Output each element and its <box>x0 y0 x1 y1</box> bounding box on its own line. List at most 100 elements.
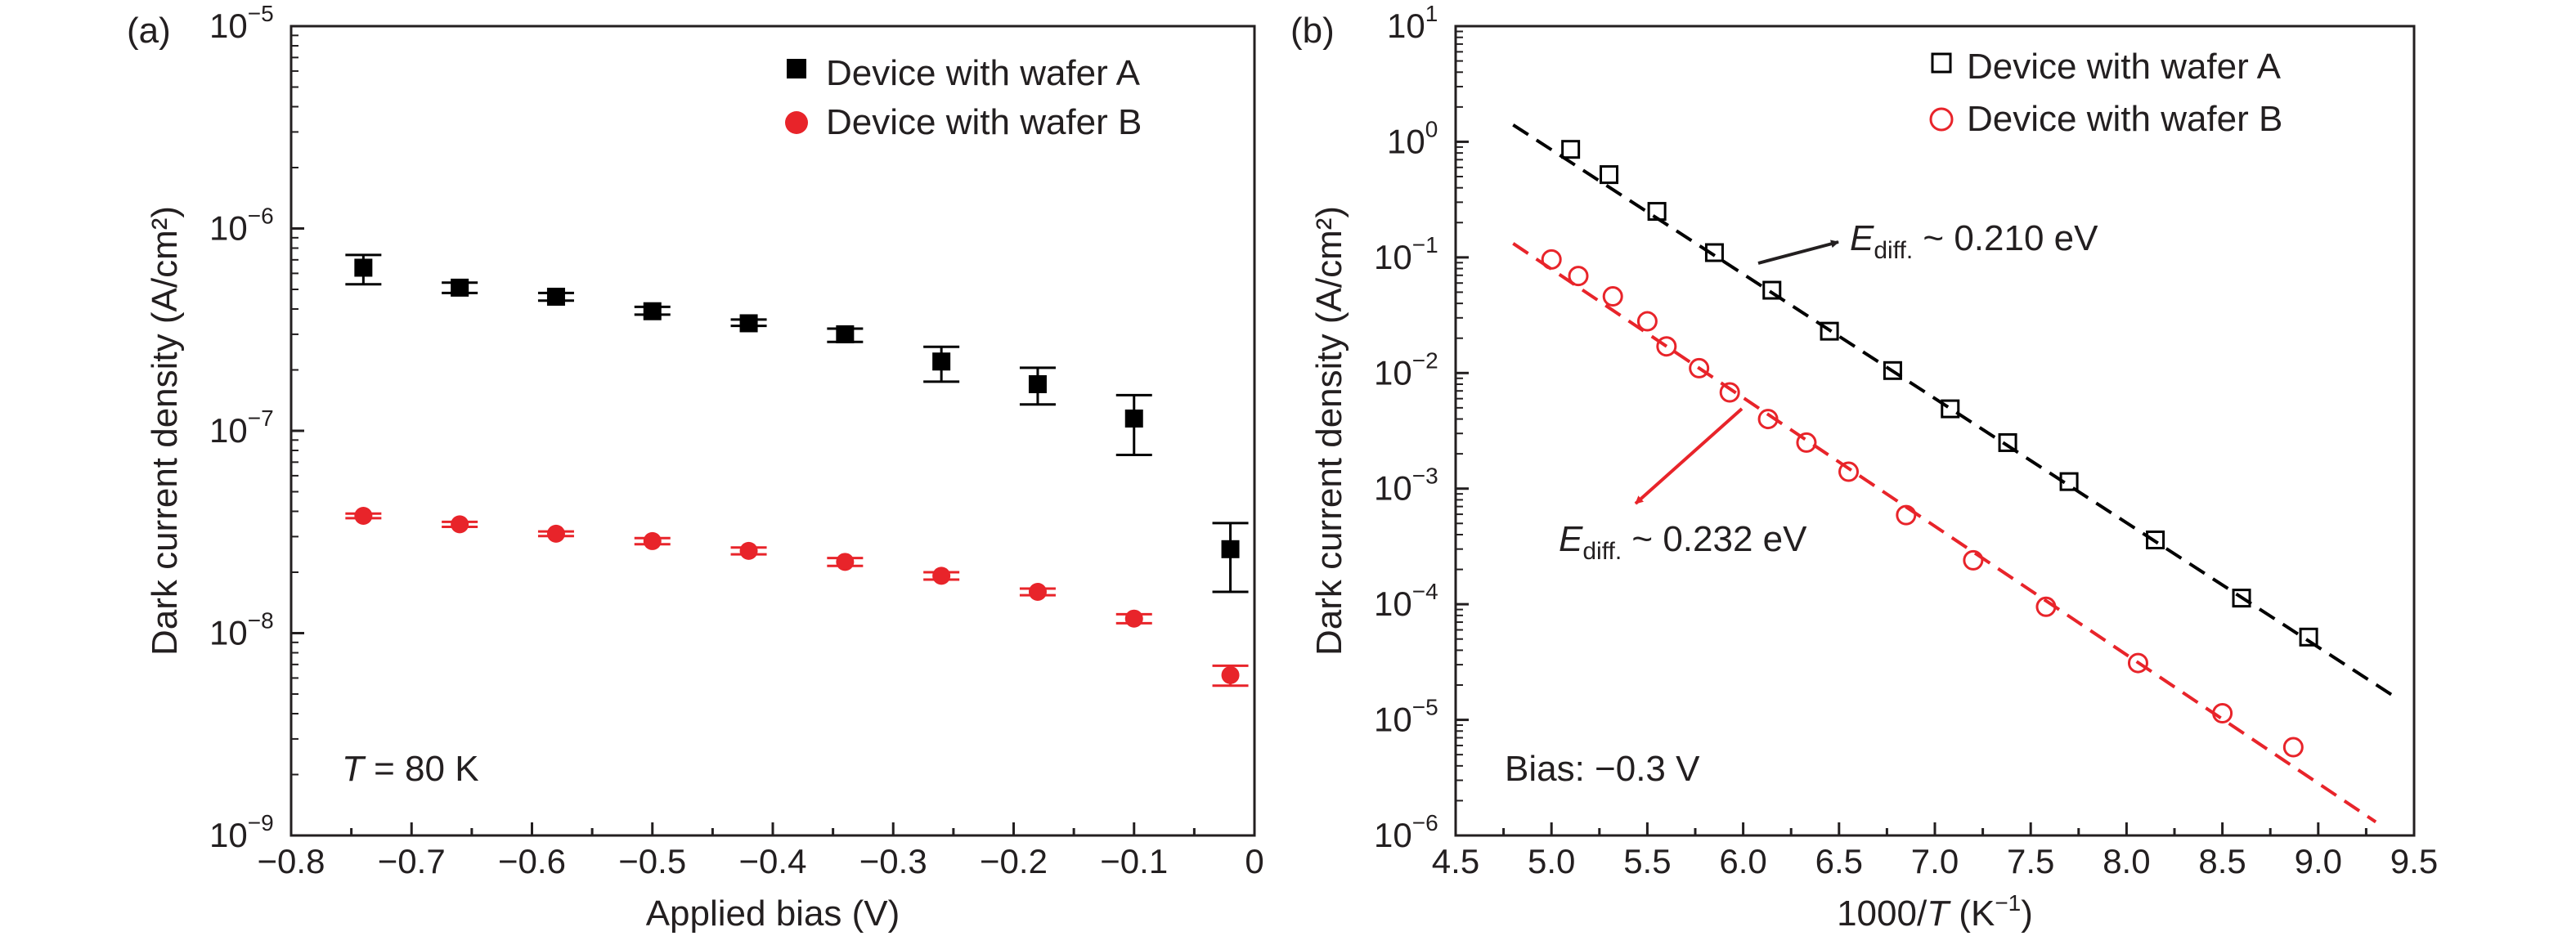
legend-marker-wafer-a <box>787 59 806 78</box>
x-tick-label: −0.7 <box>378 842 446 880</box>
legend-label-wafer-a: Device with wafer A <box>1967 47 2282 87</box>
y-tick-label: 10−1 <box>1374 232 1438 276</box>
panel-b-bias-annotation: Bias: −0.3 V <box>1505 749 1700 789</box>
fit-line <box>1512 123 2396 699</box>
y-tick-label: 101 <box>1387 1 1438 45</box>
y-tick-label: 10−5 <box>1374 695 1438 739</box>
panel-b-label: (b) <box>1290 11 1335 51</box>
panel-a-temperature-annotation: T = 80 K <box>342 749 479 789</box>
x-tick-label: −0.2 <box>980 842 1048 880</box>
legend-label-wafer-b: Device with wafer B <box>1967 99 2282 139</box>
panel-a-x-axis: −0.8 −0.7 −0.6 −0.5 −0.4 −0.3 −0.2 −0.1 0 <box>258 822 1264 880</box>
data-point <box>1998 432 2017 452</box>
data-point <box>1719 382 1740 403</box>
data-point <box>1124 609 1143 628</box>
legend-marker-wafer-b <box>785 111 808 134</box>
data-point <box>1762 280 1782 300</box>
data-point <box>354 258 373 277</box>
data-point <box>1656 336 1677 357</box>
y-tick-label: 100 <box>1387 116 1438 160</box>
activation-energy-b-arrow <box>1634 407 1744 505</box>
y-tick-label: 10−6 <box>209 204 274 248</box>
y-tick-label: 10−8 <box>209 608 274 652</box>
data-point <box>1541 249 1562 270</box>
x-tick-label: 4.5 <box>1432 842 1479 880</box>
data-point <box>1896 504 1917 526</box>
panel-a-legend: Device with wafer A Device with wafer B <box>785 53 1142 142</box>
data-point <box>643 302 662 320</box>
data-point <box>643 531 662 550</box>
data-point <box>836 325 855 343</box>
x-tick-label: 6.0 <box>1719 842 1766 880</box>
panel-a-y-axis-label: Dark current density (A/cm²) <box>145 206 185 656</box>
data-point <box>1757 409 1779 430</box>
legend-marker-wafer-a <box>1931 52 1952 74</box>
activation-energy-a-arrow <box>1757 240 1839 265</box>
panel-b-plot-frame <box>1454 25 2416 837</box>
data-point <box>1221 665 1240 684</box>
data-point <box>2299 627 2318 647</box>
y-tick-label: 10−9 <box>209 810 274 854</box>
x-tick-label: 5.0 <box>1528 842 1575 880</box>
data-point <box>2035 596 2057 617</box>
y-tick-label: 10−5 <box>209 1 274 45</box>
data-point <box>1028 374 1047 393</box>
y-tick-label: 10−3 <box>1374 464 1438 508</box>
x-tick-label: −0.3 <box>859 842 927 880</box>
panel-a-data-points <box>345 253 1249 687</box>
data-point <box>546 524 565 543</box>
x-tick-label: 5.5 <box>1623 842 1671 880</box>
x-tick-label: 0 <box>1245 842 1263 880</box>
activation-energy-a-label: Ediff. ~ 0.210 eV <box>1850 218 2098 264</box>
x-tick-label: 8.0 <box>2103 842 2150 880</box>
data-point <box>1941 399 1960 419</box>
fit-line <box>1512 242 2377 824</box>
data-point <box>1636 311 1658 332</box>
data-point <box>546 287 565 306</box>
x-tick-label: −0.4 <box>739 842 807 880</box>
panel-a-x-axis-label: Applied bias (V) <box>646 893 900 934</box>
data-point <box>1689 357 1710 378</box>
data-point <box>1883 361 1902 380</box>
panel-a-plot-frame <box>289 25 1256 837</box>
panel-b-x-axis-label: 1000/T (K−1) <box>1837 890 2033 934</box>
panel-b-y-axis: 10−6 10−5 10−4 10−3 10−2 10−1 100 101 <box>1374 1 1469 854</box>
x-tick-label: 7.0 <box>1911 842 1959 880</box>
data-point <box>451 278 469 297</box>
data-point <box>739 314 758 333</box>
data-point <box>2212 703 2233 724</box>
y-tick-label: 10−4 <box>1374 579 1438 623</box>
data-point <box>1838 461 1860 482</box>
data-point <box>836 553 855 571</box>
data-point <box>451 515 469 534</box>
data-point <box>1124 409 1143 428</box>
x-tick-label: −0.8 <box>258 842 325 880</box>
x-tick-label: −0.5 <box>618 842 686 880</box>
data-point <box>739 541 758 560</box>
data-point <box>932 567 951 585</box>
data-point <box>1602 286 1623 307</box>
x-tick-label: 9.5 <box>2390 842 2438 880</box>
x-tick-label: −0.6 <box>498 842 566 880</box>
y-tick-label: 10−6 <box>1374 810 1438 854</box>
data-point <box>354 507 373 526</box>
panel-b-data-points <box>1512 123 2396 824</box>
legend-marker-wafer-b <box>1929 107 1954 132</box>
panel-a-y-axis: 10−9 10−8 10−7 10−6 10−5 <box>209 1 304 854</box>
x-tick-label: 6.5 <box>1815 842 1863 880</box>
activation-energy-b-label: Ediff. ~ 0.232 eV <box>1559 519 1807 565</box>
data-point <box>1568 266 1589 287</box>
panel-b-arrhenius-plot: (b) 4.5 5.0 5.5 6.0 6.5 7.0 7.5 8.0 8.5 9.0 9.5 10… <box>1290 1 2438 934</box>
data-point <box>1028 582 1047 601</box>
data-point <box>2059 472 2079 491</box>
legend-label-wafer-a: Device with wafer A <box>826 53 1141 93</box>
data-point <box>1600 165 1619 185</box>
data-point <box>1820 321 1839 341</box>
legend-label-wafer-b: Device with wafer B <box>826 102 1142 142</box>
data-point <box>1963 549 1984 571</box>
x-tick-label: −0.1 <box>1100 842 1168 880</box>
x-tick-label: 7.5 <box>2007 842 2054 880</box>
data-point <box>1704 243 1724 262</box>
data-point <box>1647 202 1667 222</box>
